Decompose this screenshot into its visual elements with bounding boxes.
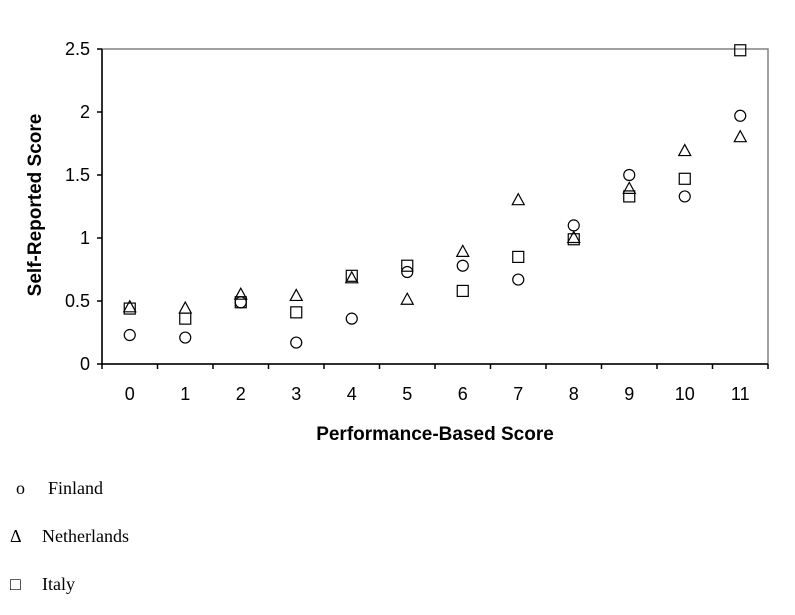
finland-point [123, 328, 136, 342]
italy-point [623, 190, 636, 203]
netherlands-point [566, 230, 581, 244]
y-tick-label: 2.5 [65, 39, 90, 59]
finland-point [401, 265, 414, 279]
legend-label: Netherlands [42, 526, 129, 546]
scatter-chart: 0 0.5 1 1.5 2 2.5 0 1 2 3 4 5 6 7 8 9 10 11 Performance-B… [25, 39, 769, 445]
legend-item-finland: o Finland [10, 478, 103, 499]
y-tick-label: 0.5 [65, 291, 90, 311]
x-tick-label: 2 [236, 384, 246, 404]
legend-item-netherlands: Δ Netherlands [10, 526, 129, 547]
italy-point [234, 296, 247, 309]
finland-point [678, 190, 691, 203]
legend-symbol-square: □ [10, 574, 21, 594]
netherlands-point [622, 181, 637, 194]
legend-item-italy: □ Italy [10, 574, 75, 595]
netherlands-point [511, 192, 526, 206]
finland-point [734, 109, 747, 122]
netherlands-point [455, 244, 470, 257]
italy-point [123, 302, 136, 315]
finland-point [567, 219, 580, 232]
netherlands-point [122, 299, 137, 313]
x-tick-label: 10 [675, 384, 695, 404]
finland-point [456, 259, 469, 272]
netherlands-point [233, 286, 248, 300]
x-tick-label: 7 [513, 384, 523, 404]
x-tick-label: 4 [347, 384, 357, 404]
y-tick-label: 1.5 [65, 165, 90, 185]
x-tick-label: 1 [180, 384, 190, 404]
y-tick-label: 1 [80, 228, 90, 248]
italy-point [179, 312, 192, 325]
italy-point [512, 250, 525, 263]
netherlands-point [400, 291, 415, 305]
data-marks [122, 44, 748, 349]
netherlands-point [677, 143, 692, 157]
legend-symbol-circle: o [16, 478, 25, 498]
italy-point [401, 259, 414, 272]
x-axis-label: Performance-Based Score [316, 424, 554, 445]
italy-point [290, 306, 303, 319]
italy-point [678, 172, 691, 185]
x-tick-label: 3 [291, 384, 301, 404]
finland-point [179, 331, 192, 344]
x-tick-label: 8 [569, 384, 579, 404]
netherlands-point [178, 300, 193, 314]
axes: 0 0.5 1 1.5 2 2.5 0 1 2 3 4 5 6 7 8 9 10 11 [65, 39, 769, 404]
finland-point [512, 273, 525, 286]
x-tick-label: 6 [458, 384, 468, 404]
netherlands-point [344, 270, 359, 284]
x-tick-label: 5 [402, 384, 412, 404]
y-axis-label: Self-Reported Score [25, 114, 46, 297]
finland-point [623, 168, 636, 182]
finland-point [290, 336, 303, 349]
legend-label: Italy [42, 574, 75, 594]
x-tick-label: 0 [125, 384, 135, 404]
legend-symbol-triangle: Δ [10, 526, 22, 546]
italy-point [567, 233, 580, 246]
italy-point [456, 284, 469, 298]
legend-label: Finland [48, 478, 104, 498]
y-tick-label: 0 [80, 354, 90, 374]
netherlands-point [733, 129, 748, 143]
y-tick-label: 2 [80, 102, 90, 122]
x-tick-label: 9 [624, 384, 634, 404]
italy-point [345, 269, 358, 282]
plot-frame [101, 48, 769, 365]
finland-point [345, 312, 358, 325]
x-tick-label: 11 [731, 384, 750, 404]
italy-point [734, 44, 747, 57]
finland-point [234, 296, 247, 309]
netherlands-point [289, 288, 304, 302]
